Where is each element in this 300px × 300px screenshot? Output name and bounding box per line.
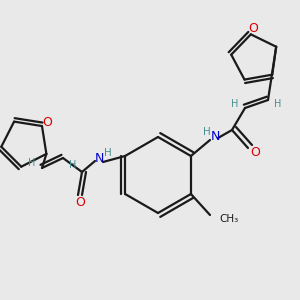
Text: H: H [104, 148, 112, 158]
Text: CH₃: CH₃ [219, 214, 238, 224]
Text: N: N [210, 130, 220, 143]
Text: H: H [231, 99, 239, 109]
Text: H: H [69, 160, 77, 170]
Text: N: N [94, 152, 104, 164]
Text: O: O [42, 116, 52, 128]
Text: H: H [274, 99, 282, 109]
Text: O: O [250, 146, 260, 160]
Text: O: O [248, 22, 258, 35]
Text: H: H [203, 127, 211, 137]
Text: O: O [75, 196, 85, 209]
Text: H: H [28, 158, 36, 168]
